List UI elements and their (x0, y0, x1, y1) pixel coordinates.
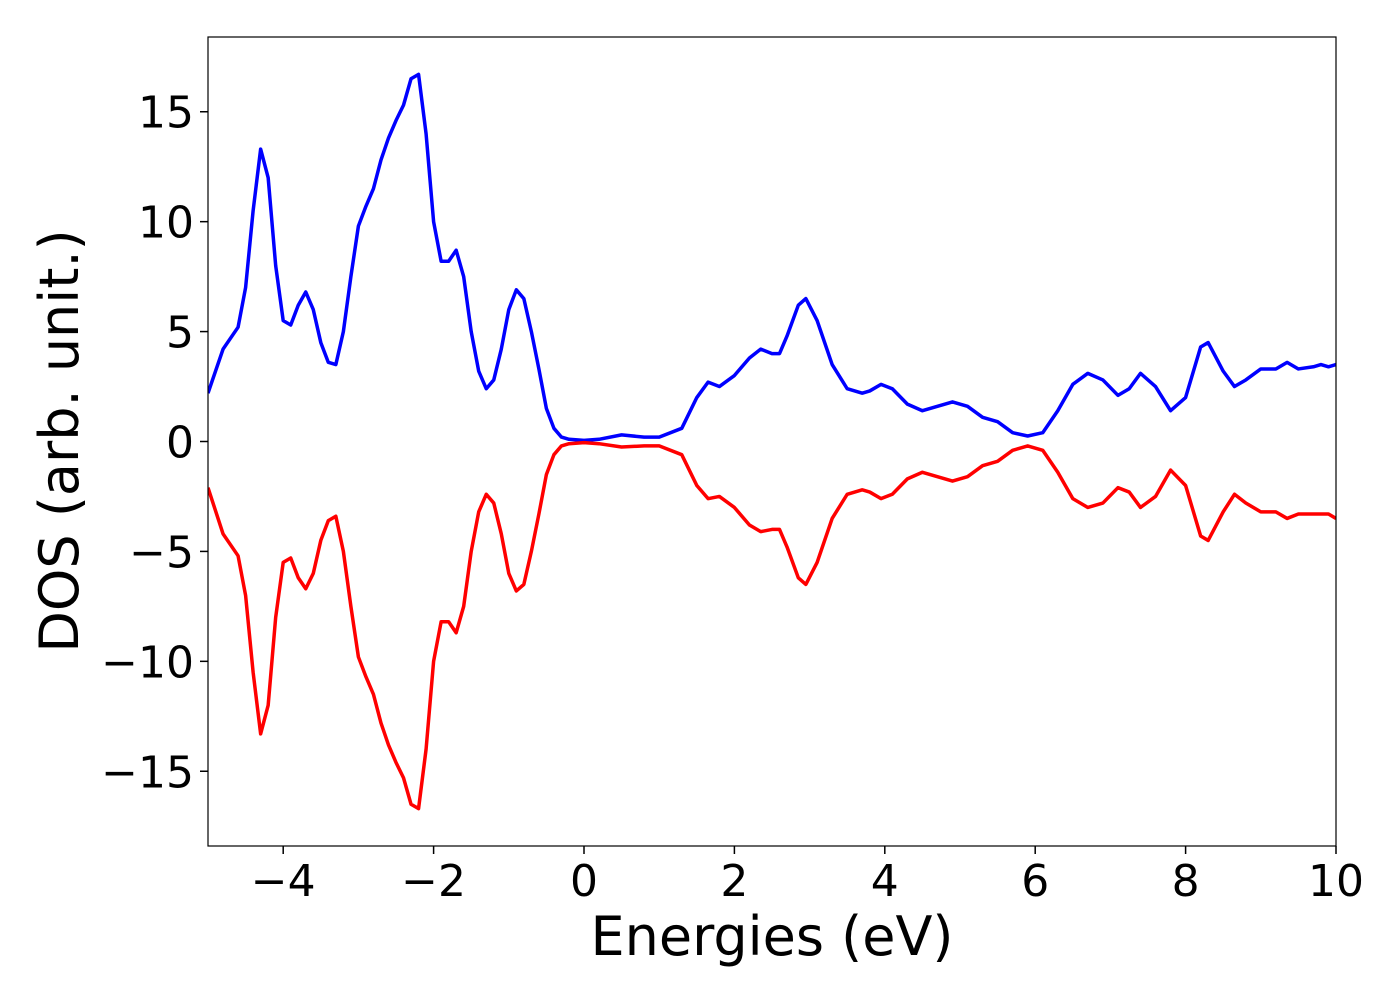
y-tick-label: 0 (166, 418, 194, 469)
x-tick-label: 0 (570, 856, 598, 907)
x-tick-label: 10 (1308, 856, 1364, 907)
x-tick-label: 2 (720, 856, 748, 907)
x-tick-label: 8 (1172, 856, 1200, 907)
y-tick-label: −15 (101, 747, 194, 798)
y-tick-label: −5 (129, 527, 194, 578)
x-tick-label: 6 (1021, 856, 1049, 907)
plot-frame (207, 36, 1337, 847)
y-tick-label: 10 (138, 198, 194, 249)
y-tick-label: 5 (166, 308, 194, 359)
y-axis-label: DOS (arb. unit.) (28, 229, 91, 652)
y-tick-label: 15 (138, 88, 194, 139)
line-series (208, 72, 1336, 443)
x-tick-label: −4 (251, 856, 316, 907)
x-tick-label: −2 (401, 856, 466, 907)
line-series (208, 440, 1336, 811)
y-tick-label: −10 (101, 637, 194, 688)
x-tick-label: 4 (871, 856, 899, 907)
x-axis-label: Energies (eV) (591, 905, 954, 968)
